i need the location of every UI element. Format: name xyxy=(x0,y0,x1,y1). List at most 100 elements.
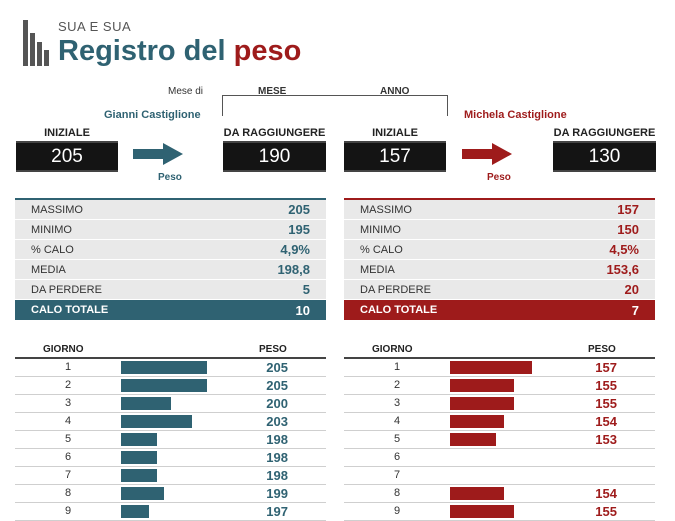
right-total-row: CALO TOTALE 7 xyxy=(344,300,655,320)
right-weight-cell[interactable]: 153 xyxy=(595,432,617,447)
right-stat-value: 4,5% xyxy=(609,242,639,257)
right-stat-value: 150 xyxy=(617,222,639,237)
table-row: 1 205 xyxy=(15,359,326,377)
right-stat-value: 157 xyxy=(617,202,639,217)
right-weight-cell[interactable]: 154 xyxy=(595,486,617,501)
left-stat-label: MINIMO xyxy=(31,223,72,236)
left-stat-label: MASSIMO xyxy=(31,203,83,216)
right-weight-bar xyxy=(450,397,514,410)
right-person-name[interactable]: Michela Castiglione xyxy=(464,109,567,121)
right-day-cell: 3 xyxy=(393,397,401,409)
left-day-cell: 8 xyxy=(64,487,72,499)
left-weight-cell[interactable]: 205 xyxy=(266,360,288,375)
month-of-label: Mese di xyxy=(168,86,204,97)
table-row: 3 155 xyxy=(344,395,655,413)
left-weight-cell[interactable]: 205 xyxy=(266,378,288,393)
right-stat-row: MASSIMO 157 xyxy=(344,200,655,220)
left-weight-cell[interactable]: 198 xyxy=(266,432,288,447)
left-total-label: CALO TOTALE xyxy=(31,304,109,316)
left-day-cell: 9 xyxy=(64,505,72,517)
right-start-value[interactable]: 157 xyxy=(344,141,446,172)
right-stat-row: MEDIA 153,6 xyxy=(344,260,655,280)
left-weight-cell[interactable]: 198 xyxy=(266,450,288,465)
left-stat-label: % CALO xyxy=(31,243,74,256)
left-start-value[interactable]: 205 xyxy=(16,141,118,172)
left-weight-bar xyxy=(121,487,164,500)
table-row: 7 198 xyxy=(15,467,326,485)
right-stat-value: 20 xyxy=(624,282,639,297)
right-stat-label: MEDIA xyxy=(360,263,395,276)
table-row: 3 200 xyxy=(15,395,326,413)
right-total-value: 7 xyxy=(631,302,639,318)
right-start-label: INIZIALE xyxy=(372,127,418,139)
left-weight-cell[interactable]: 197 xyxy=(266,504,288,519)
table-row: 6 198 xyxy=(15,449,326,467)
title-main: Registro del xyxy=(58,35,226,67)
right-day-cell: 8 xyxy=(393,487,401,499)
period-bracket xyxy=(222,95,448,116)
right-weight-cell[interactable]: 154 xyxy=(595,414,617,429)
right-weight-bar xyxy=(450,505,514,518)
right-weight-bar xyxy=(450,415,504,428)
left-arrow-label: Peso xyxy=(158,172,182,183)
right-stat-value: 153,6 xyxy=(606,262,639,277)
right-stat-label: MINIMO xyxy=(360,223,401,236)
left-stat-value: 195 xyxy=(288,222,310,237)
left-stats-topline xyxy=(15,198,326,200)
left-person-name[interactable]: Gianni Castiglione xyxy=(104,109,201,121)
left-stat-value: 198,8 xyxy=(277,262,310,277)
right-stats-topline xyxy=(344,198,655,200)
title-accent: peso xyxy=(233,35,302,67)
right-daily-table: GIORNO PESO 1 157 2 155 3 155 4 154 5 153 6 7 8 154 9 1… xyxy=(344,344,655,521)
right-arrow-icon xyxy=(462,143,512,165)
left-weight-cell[interactable]: 200 xyxy=(266,396,288,411)
right-stat-row: MINIMO 150 xyxy=(344,220,655,240)
table-row: 5 153 xyxy=(344,431,655,449)
left-weight-cell[interactable]: 199 xyxy=(266,486,288,501)
left-day-cell: 6 xyxy=(64,451,72,463)
right-day-cell: 2 xyxy=(393,379,401,391)
right-stat-row: DA PERDERE 20 xyxy=(344,280,655,300)
right-day-cell: 6 xyxy=(393,451,401,463)
right-weight-cell[interactable]: 155 xyxy=(595,504,617,519)
left-arrow-icon xyxy=(133,143,183,165)
left-day-column-header: GIORNO xyxy=(43,344,84,355)
right-weight-bar xyxy=(450,487,504,500)
month-field[interactable]: MESE xyxy=(258,86,287,97)
left-weight-cell[interactable]: 198 xyxy=(266,468,288,483)
left-stat-value: 5 xyxy=(302,282,310,297)
left-stat-row: MASSIMO 205 xyxy=(15,200,326,220)
right-day-cell: 4 xyxy=(393,415,401,427)
right-weight-cell[interactable]: 157 xyxy=(595,360,617,375)
right-weight-cell[interactable]: 155 xyxy=(595,396,617,411)
right-target-value[interactable]: 130 xyxy=(553,141,656,172)
table-row: 6 xyxy=(344,449,655,467)
table-row: 7 xyxy=(344,467,655,485)
year-field[interactable]: ANNO xyxy=(380,86,410,97)
right-stats-table: MASSIMO 157 MINIMO 150 % CALO 4,5% MEDIA 153,6 D… xyxy=(344,198,655,320)
left-stat-value: 205 xyxy=(288,202,310,217)
left-stat-label: MEDIA xyxy=(31,263,66,276)
right-day-cell: 1 xyxy=(393,361,401,373)
left-day-cell: 4 xyxy=(64,415,72,427)
left-stat-row: DA PERDERE 5 xyxy=(15,280,326,300)
left-target-value[interactable]: 190 xyxy=(223,141,326,172)
left-stat-label: DA PERDERE xyxy=(31,283,102,296)
table-row: 1 157 xyxy=(344,359,655,377)
left-weight-cell[interactable]: 203 xyxy=(266,414,288,429)
table-row: 9 197 xyxy=(15,503,326,521)
left-day-cell: 2 xyxy=(64,379,72,391)
right-weight-cell[interactable]: 155 xyxy=(595,378,617,393)
left-start-label: INIZIALE xyxy=(44,127,90,139)
left-stat-row: MINIMO 195 xyxy=(15,220,326,240)
left-weight-bar xyxy=(121,379,207,392)
right-stat-label: MASSIMO xyxy=(360,203,412,216)
right-weight-bar xyxy=(450,361,532,374)
left-daily-header: GIORNO PESO xyxy=(15,344,326,359)
right-day-cell: 9 xyxy=(393,505,401,517)
right-arrow-label: Peso xyxy=(487,172,511,183)
left-weight-bar xyxy=(121,415,192,428)
left-daily-table: GIORNO PESO 1 205 2 205 3 200 4 203 5 198 6 198 7 198… xyxy=(15,344,326,521)
left-stat-value: 4,9% xyxy=(280,242,310,257)
right-daily-header: GIORNO PESO xyxy=(344,344,655,359)
